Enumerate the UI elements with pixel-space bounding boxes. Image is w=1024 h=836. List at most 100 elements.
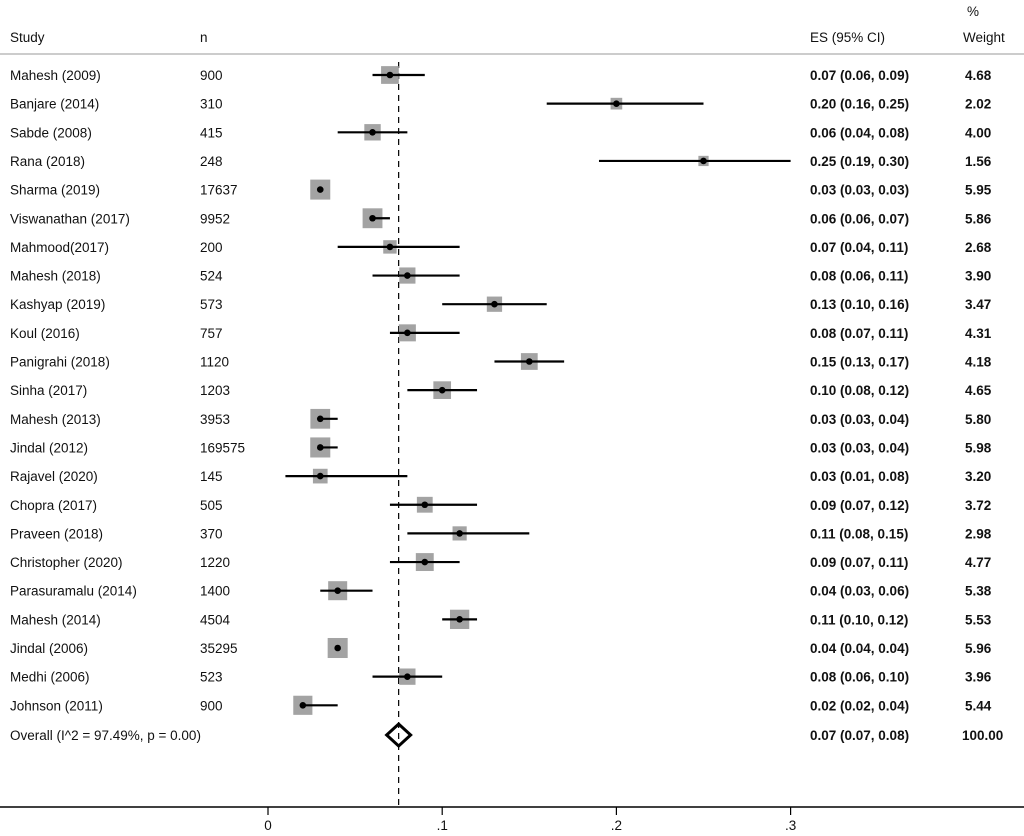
study-weight: 4.31 <box>965 326 992 341</box>
study-point <box>369 129 376 136</box>
study-es-ci: 0.03 (0.03, 0.04) <box>810 440 909 455</box>
study-weight: 4.77 <box>965 555 991 570</box>
study-label: Johnson (2011) <box>10 698 103 713</box>
study-es-ci: 0.10 (0.08, 0.12) <box>810 383 909 398</box>
x-tick-label: .2 <box>611 818 622 831</box>
study-n: 35295 <box>200 641 238 656</box>
study-label: Mahesh (2013) <box>10 412 101 427</box>
study-label: Banjare (2014) <box>10 97 99 112</box>
study-es-ci: 0.02 (0.02, 0.04) <box>810 698 909 713</box>
study-point <box>491 300 498 308</box>
header-weight-pct: % <box>967 4 979 19</box>
study-label: Medhi (2006) <box>10 670 90 685</box>
overall-weight: 100.00 <box>962 728 1003 743</box>
study-es-ci: 0.13 (0.10, 0.16) <box>810 297 909 312</box>
study-es-ci: 0.09 (0.07, 0.11) <box>810 555 908 570</box>
study-weight: 5.96 <box>965 641 992 656</box>
header-n: n <box>200 30 208 45</box>
study-point <box>404 329 411 337</box>
study-label: Sharma (2019) <box>10 183 100 198</box>
study-es-ci: 0.25 (0.19, 0.30) <box>810 154 909 169</box>
header-study: Study <box>10 30 45 45</box>
study-es-ci: 0.08 (0.06, 0.10) <box>810 670 909 685</box>
study-point <box>404 673 411 680</box>
study-label: Viswanathan (2017) <box>10 211 130 226</box>
study-point <box>613 100 620 107</box>
study-n: 370 <box>200 526 223 541</box>
x-tick-label: 0 <box>264 818 272 831</box>
study-es-ci: 0.06 (0.06, 0.07) <box>810 211 909 226</box>
study-label: Mahesh (2009) <box>10 68 101 83</box>
study-n: 524 <box>200 269 223 284</box>
study-weight: 5.80 <box>965 412 991 427</box>
header-weight: Weight <box>963 30 1005 45</box>
study-es-ci: 0.11 (0.10, 0.12) <box>810 612 908 627</box>
study-n: 145 <box>200 469 223 484</box>
study-point <box>456 616 463 623</box>
study-n: 757 <box>200 326 223 341</box>
study-label: Kashyap (2019) <box>10 297 105 312</box>
study-label: Panigrahi (2018) <box>10 355 110 370</box>
study-weight: 3.20 <box>965 469 991 484</box>
study-weight: 3.72 <box>965 498 991 513</box>
study-es-ci: 0.20 (0.16, 0.25) <box>810 97 909 112</box>
study-es-ci: 0.03 (0.03, 0.04) <box>810 412 909 427</box>
study-point <box>421 558 429 566</box>
study-weight: 3.96 <box>965 670 992 685</box>
study-point <box>316 444 324 451</box>
study-label: Chopra (2017) <box>10 498 97 513</box>
study-es-ci: 0.07 (0.04, 0.11) <box>810 240 908 255</box>
study-n: 9952 <box>200 211 230 226</box>
study-n: 1220 <box>200 555 230 570</box>
study-weight: 5.95 <box>965 183 992 198</box>
study-n: 3953 <box>200 412 230 427</box>
study-n: 169575 <box>200 440 245 455</box>
study-label: Mahesh (2014) <box>10 612 101 627</box>
study-point <box>700 157 707 165</box>
study-point <box>316 186 324 193</box>
study-label: Koul (2016) <box>10 326 80 341</box>
study-weight: 2.68 <box>965 240 992 255</box>
study-es-ci: 0.03 (0.03, 0.03) <box>810 183 909 198</box>
overall-diamond <box>384 721 413 749</box>
study-weight: 3.90 <box>965 269 991 284</box>
study-weight: 1.56 <box>965 154 992 169</box>
study-n: 900 <box>200 698 223 713</box>
study-es-ci: 0.09 (0.07, 0.12) <box>810 498 909 513</box>
study-weight: 3.47 <box>965 297 991 312</box>
x-tick-label: .3 <box>785 818 796 831</box>
overall-label: Overall (I^2 = 97.49%, p = 0.00) <box>10 728 201 743</box>
study-point <box>334 644 341 652</box>
x-tick-label: .1 <box>437 818 448 831</box>
study-point <box>386 71 394 79</box>
study-n: 1400 <box>200 584 230 599</box>
study-point <box>299 702 307 709</box>
study-weight: 5.98 <box>965 440 992 455</box>
study-weight: 5.38 <box>965 584 992 599</box>
study-weight: 2.02 <box>965 97 991 112</box>
study-es-ci: 0.08 (0.06, 0.11) <box>810 269 908 284</box>
study-point <box>404 272 411 279</box>
study-n: 415 <box>200 125 223 140</box>
study-label: Praveen (2018) <box>10 526 103 541</box>
study-es-ci: 0.03 (0.01, 0.08) <box>810 469 909 484</box>
study-es-ci: 0.06 (0.04, 0.08) <box>810 125 909 140</box>
study-n: 248 <box>200 154 223 169</box>
study-label: Christopher (2020) <box>10 555 123 570</box>
study-weight: 5.44 <box>965 698 992 713</box>
study-weight: 4.00 <box>965 125 991 140</box>
study-es-ci: 0.11 (0.08, 0.15) <box>810 526 908 541</box>
study-n: 1203 <box>200 383 230 398</box>
study-label: Jindal (2012) <box>10 440 88 455</box>
study-weight: 4.68 <box>965 68 992 83</box>
study-label: Rana (2018) <box>10 154 85 169</box>
study-point <box>526 358 533 365</box>
study-n: 17637 <box>200 183 238 198</box>
study-weight: 5.53 <box>965 612 992 627</box>
study-n: 4504 <box>200 612 231 627</box>
overall-es-ci: 0.07 (0.07, 0.08) <box>810 728 909 743</box>
study-es-ci: 0.04 (0.04, 0.04) <box>810 641 909 656</box>
header-es: ES (95% CI) <box>810 30 885 45</box>
study-n: 200 <box>200 240 223 255</box>
